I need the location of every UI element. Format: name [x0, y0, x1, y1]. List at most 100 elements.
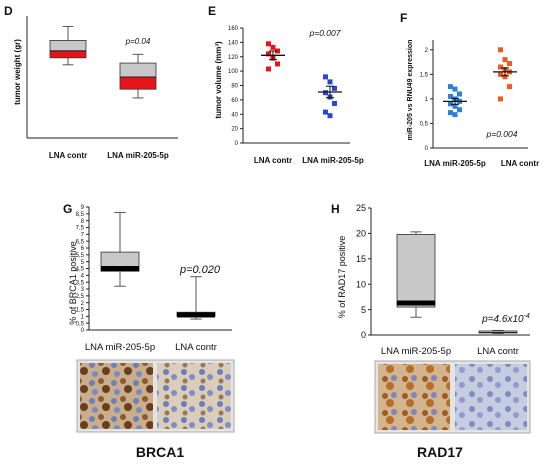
panel-h-xlabel-2: LNA contr — [477, 346, 519, 357]
panel-e-point-0-3 — [266, 51, 271, 57]
panel-f-xlabel-1: LNA miR-205-5p — [424, 159, 486, 168]
panel-f-point-1-9 — [498, 96, 503, 102]
panel-e-point-0-0 — [266, 41, 271, 47]
panel-e: E tumor volume (mm³) 0 20 40 60 80 100 120 140 1… — [208, 4, 364, 165]
panel-e-xlabel-1: LNA contr — [254, 156, 292, 165]
panel-g-pvalue: p=0.020 — [179, 264, 221, 276]
panel-g-ytick-label-14: 7 — [81, 232, 85, 238]
panel-d: D tumor weight (gr) p=0.04 LNA contr LNA… — [4, 4, 178, 160]
panel-g-median-1 — [177, 312, 215, 318]
panel-f-ytick-label-3: 1,5 — [420, 72, 429, 78]
panel-e-ylabel: tumor volume (mm³) — [214, 41, 223, 119]
panel-h-pvalue: p=4.6x10-4 — [481, 313, 530, 325]
panel-g-ytick-label-2: 1 — [81, 314, 85, 320]
panel-f-point-0-2 — [457, 91, 462, 97]
panel-e-point-1-1 — [327, 79, 333, 85]
panel-h-ytick-label-1: 5 — [361, 305, 366, 315]
panel-e-xlabel-2: LNA miR-205-5p — [302, 156, 364, 165]
panel-f-point-0-0 — [448, 84, 453, 90]
panel-g-title: BRCA1 — [136, 444, 184, 460]
panel-f-ylabel: miR-205 vs RNU49 expression — [407, 40, 414, 141]
panel-d-pvalue: p=0.04 — [125, 37, 151, 46]
panel-d-box-upper-0 — [49, 40, 87, 52]
panel-g: G % of BRCA1 positive 00,511,522,533,544… — [63, 202, 235, 460]
panel-g-ytick-label-1: 0,5 — [76, 321, 85, 327]
panel-h-title: RAD17 — [417, 444, 463, 460]
panel-letter-e: E — [208, 4, 216, 18]
panel-d-xlabel-2: LNA miR-205-5p — [107, 151, 169, 160]
panel-f-ytick-label-1: 0,5 — [420, 122, 429, 128]
panel-e-ytick-label-5: 100 — [228, 69, 239, 75]
panel-e-pvalue: p=0.007 — [309, 28, 341, 38]
panel-h-ylabel: % of RAD17 positive — [337, 236, 347, 319]
panel-f-point-0-7 — [452, 103, 458, 109]
panel-f-point-0-1 — [452, 86, 458, 92]
panel-e-ytick-label-3: 60 — [231, 98, 238, 104]
panel-e-ytick-label-7: 140 — [228, 40, 239, 46]
panel-d-box-upper-1 — [119, 62, 157, 78]
panel-f-pvalue: p=0.004 — [486, 129, 518, 139]
panel-f-point-1-7 — [502, 74, 508, 80]
panel-g-xlabel-2: LNA contr — [175, 342, 217, 353]
panel-f: F miR-205 vs RNU49 expression 00,511,52 … — [400, 11, 539, 168]
panel-f-point-1-6 — [498, 71, 503, 77]
panel-g-ytick-label-3: 1,5 — [76, 308, 85, 314]
panel-g-micrograph-left — [80, 363, 153, 429]
panel-f-ytick-label-4: 2 — [425, 48, 429, 54]
panel-e-point-1-0 — [323, 74, 328, 80]
panel-h-xlabel-1: LNA miR-205-5p — [381, 346, 451, 357]
panel-g-ytick-label-11: 5,5 — [76, 253, 85, 259]
panel-e-point-0-5 — [275, 61, 280, 67]
panel-g-ytick-label-6: 3 — [81, 287, 85, 293]
panel-h-micrograph-left — [378, 364, 450, 430]
panel-e-point-1-2 — [332, 85, 337, 91]
panel-h-box-upper-0 — [396, 234, 436, 304]
panel-g-median-0 — [101, 266, 139, 271]
panel-e-ytick-label-1: 20 — [231, 127, 238, 133]
panel-g-ytick-label-9: 4,5 — [76, 267, 85, 273]
panel-h-ytick-label-0: 0 — [361, 330, 366, 340]
panel-e-ytick-label-4: 80 — [231, 84, 238, 90]
panel-e-point-1-3 — [323, 90, 328, 96]
panel-g-ytick-label-8: 4 — [81, 273, 85, 279]
panel-letter-h: H — [331, 202, 340, 216]
panel-letter-g: G — [63, 202, 72, 216]
panel-h-ytick-label-3: 15 — [356, 254, 366, 264]
panel-g-ytick-label-12: 6 — [81, 246, 85, 252]
panel-d-box-lower-1 — [119, 76, 157, 90]
panel-h-ytick-label-2: 10 — [356, 279, 366, 289]
panel-f-point-1-2 — [507, 61, 512, 67]
panel-h-ytick-label-5: 25 — [356, 203, 366, 213]
panel-g-ytick-label-4: 2 — [81, 301, 85, 307]
panel-e-ytick-label-6: 120 — [228, 55, 239, 61]
panel-g-xlabel-1: LNA miR-205-5p — [85, 342, 155, 353]
panel-f-point-0-6 — [448, 101, 453, 107]
panel-g-ytick-label-16: 8 — [81, 219, 85, 225]
panel-f-ytick-label-2: 1 — [425, 97, 429, 103]
panel-g-ytick-label-7: 3,5 — [76, 280, 85, 286]
panel-g-ytick-label-18: 9 — [81, 205, 85, 211]
panel-e-point-0-2 — [275, 48, 280, 54]
panel-g-ytick-label-15: 7,5 — [76, 226, 85, 232]
panel-f-point-0-3 — [448, 93, 453, 99]
panel-e-point-0-6 — [266, 66, 271, 72]
panel-letter-f: F — [400, 11, 407, 25]
panel-f-point-1-8 — [507, 84, 512, 90]
panel-f-point-1-1 — [502, 57, 508, 63]
panel-f-point-0-10 — [452, 112, 458, 118]
panel-e-ytick-label-2: 40 — [231, 112, 238, 118]
panel-g-ytick-label-5: 2,5 — [76, 294, 85, 300]
panel-d-xlabel-1: LNA contr — [49, 151, 87, 160]
panel-f-point-1-0 — [498, 47, 503, 53]
panel-e-point-1-6 — [323, 109, 328, 115]
panel-h-ytick-label-4: 20 — [356, 229, 366, 239]
panel-d-ylabel: tumor weight (gr) — [13, 39, 22, 105]
panel-e-ytick-label-8: 160 — [228, 26, 239, 32]
panel-e-point-1-5 — [332, 100, 337, 106]
panel-g-ytick-label-0: 0 — [81, 328, 85, 334]
panel-g-ytick-label-17: 8,5 — [76, 212, 85, 218]
panel-h-median-0 — [397, 300, 435, 306]
panel-f-xlabel-2: LNA contr — [501, 159, 539, 168]
panel-f-point-0-8 — [457, 107, 462, 113]
